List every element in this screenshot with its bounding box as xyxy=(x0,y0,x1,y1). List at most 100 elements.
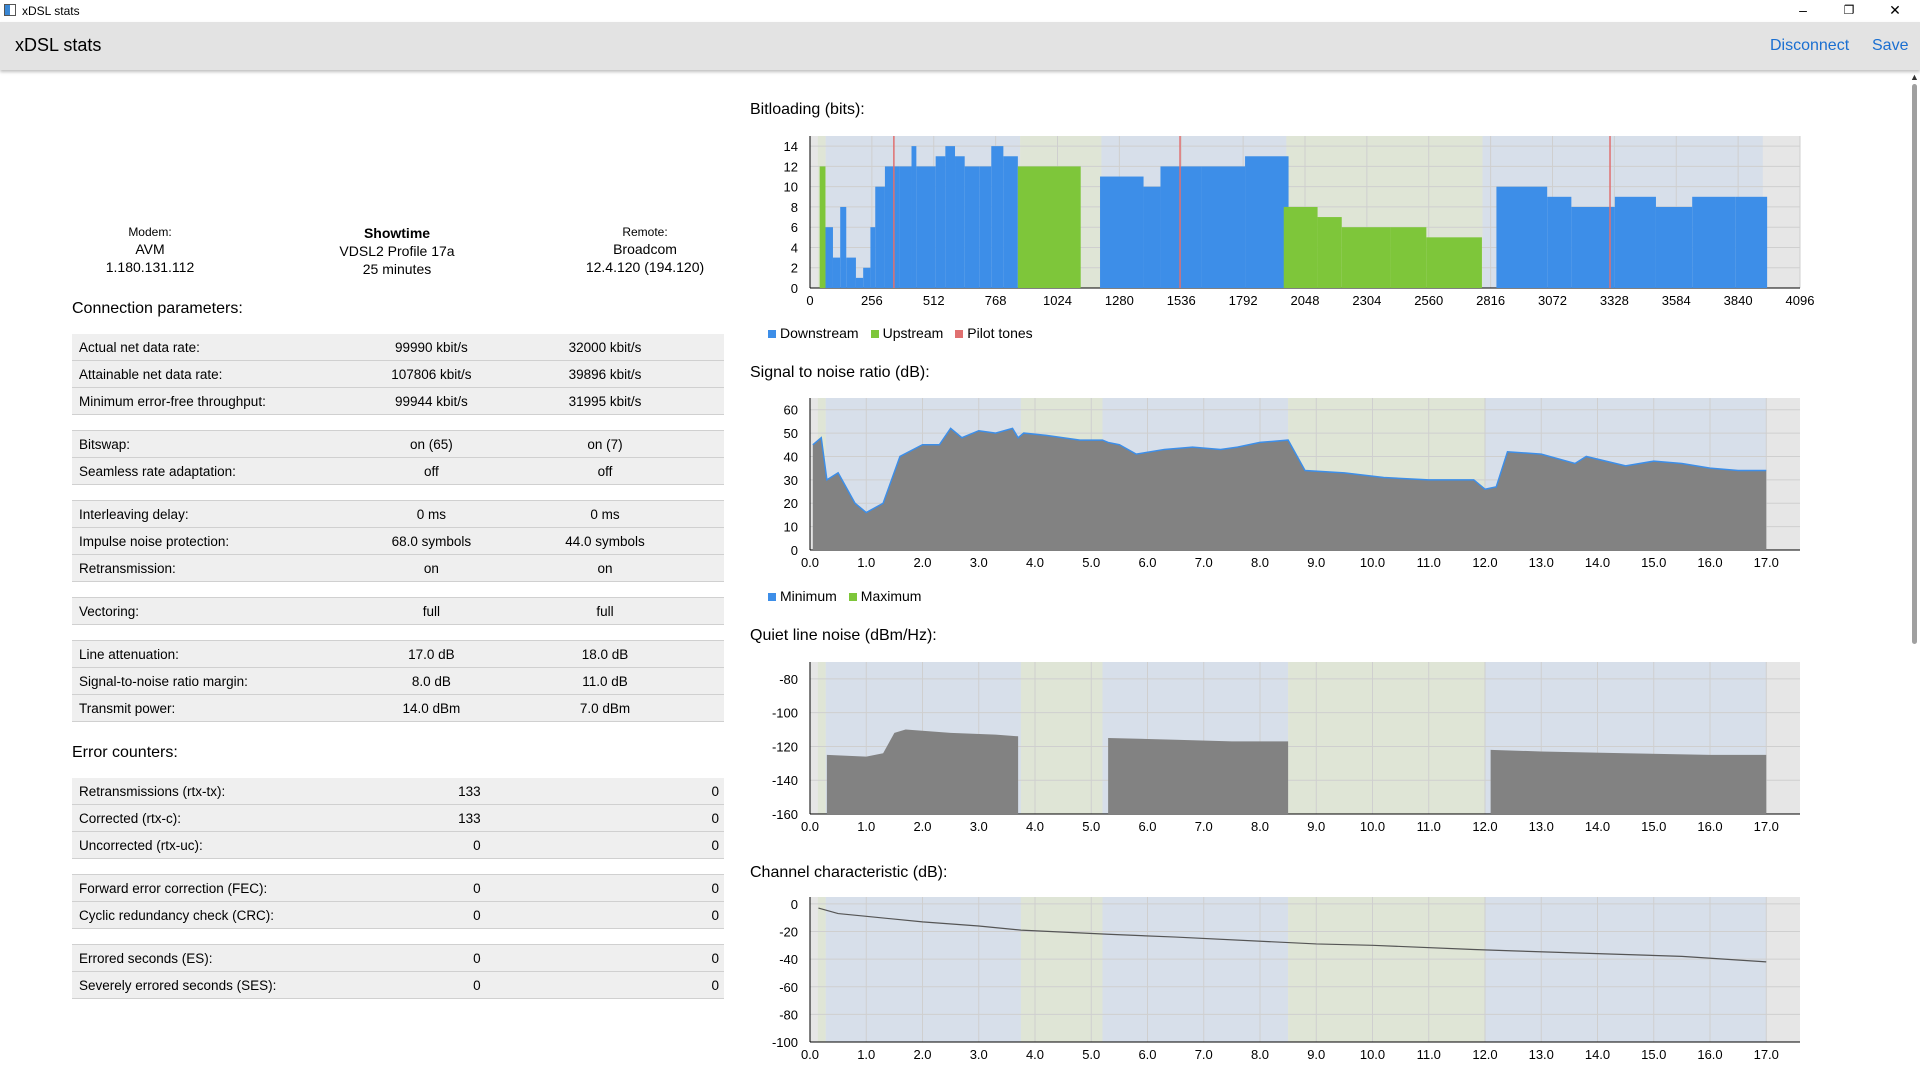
x-tick-label: 15.0 xyxy=(1641,819,1666,834)
x-tick-label: 11.0 xyxy=(1417,555,1441,570)
downstream-bar xyxy=(1571,206,1615,288)
y-tick-label: -160 xyxy=(772,807,798,822)
row-label: Impulse noise protection: xyxy=(72,527,377,555)
x-tick-label: 14.0 xyxy=(1585,819,1610,834)
y-tick-label: 8 xyxy=(791,200,798,215)
uptime-label: 25 minutes xyxy=(362,261,432,277)
upstream-value: 0 ms xyxy=(486,500,724,528)
upstream-value: 0 xyxy=(485,778,724,805)
upstream-value: 0 xyxy=(485,901,724,929)
x-tick-label: 10.0 xyxy=(1360,1047,1385,1062)
upstream-value: 31995 kbit/s xyxy=(486,387,724,415)
y-tick-label: 50 xyxy=(784,426,798,441)
table-row: Corrected (rtx-c): 133 0 xyxy=(72,804,724,832)
error-counters-table: Retransmissions (rtx-tx): 133 0 Corrected (… xyxy=(72,778,724,999)
legend-swatch xyxy=(768,330,776,338)
bitloading-chart: 0 256 512 768 1024 1280 1536 1792 2048 2304 2560 28… xyxy=(784,136,1814,308)
downstream-bar xyxy=(911,146,917,288)
legend-item: Maximum xyxy=(848,588,921,604)
downstream-bar xyxy=(875,186,885,288)
upstream-value: 39896 kbit/s xyxy=(486,360,724,388)
x-tick-label: 3072 xyxy=(1538,293,1567,308)
x-tick-label: 6.0 xyxy=(1138,819,1156,834)
table-row: Transmit power: 14.0 dBm 7.0 dBm xyxy=(72,694,724,722)
table-row: Actual net data rate: 99990 kbit/s 32000 k… xyxy=(72,334,724,361)
legend-item: Pilot tones xyxy=(955,325,1033,341)
upstream-value: 0 xyxy=(485,874,724,902)
x-tick-label: 2.0 xyxy=(913,555,931,570)
snr-title: Signal to noise ratio (dB): xyxy=(750,364,930,381)
downstream-value: 8.0 dB xyxy=(376,667,487,695)
row-separator xyxy=(72,858,724,875)
x-tick-label: 8.0 xyxy=(1251,819,1269,834)
upstream-bar xyxy=(1283,206,1318,288)
y-tick-label: -20 xyxy=(779,925,798,940)
x-tick-label: 5.0 xyxy=(1082,1047,1100,1062)
series-area xyxy=(812,428,1767,550)
table-row: Retransmission: on on xyxy=(72,554,724,582)
downstream-bar xyxy=(991,146,1004,288)
downstream-bar xyxy=(1496,186,1548,288)
x-tick-label: 17.0 xyxy=(1754,555,1779,570)
scroll-up-icon[interactable]: ▲ xyxy=(1910,72,1919,82)
x-tick-label: 3.0 xyxy=(970,1047,988,1062)
series-area xyxy=(1490,749,1767,814)
vertical-scrollbar[interactable]: ▲ xyxy=(1908,72,1920,1080)
x-tick-label: 3840 xyxy=(1724,293,1753,308)
x-tick-label: 5.0 xyxy=(1082,819,1100,834)
series-area xyxy=(1108,738,1289,814)
downstream-bar xyxy=(935,156,946,288)
x-tick-label: 0.0 xyxy=(801,555,819,570)
downstream-value: 107806 kbit/s xyxy=(376,360,487,388)
downstream-bar xyxy=(825,227,833,288)
x-tick-label: 1024 xyxy=(1043,293,1072,308)
y-tick-label: -140 xyxy=(772,773,798,788)
modem-info: Modem: AVM 1.180.131.112 xyxy=(40,224,260,276)
close-button[interactable]: ✕ xyxy=(1889,2,1901,18)
table-row: Interleaving delay: 0 ms 0 ms xyxy=(72,500,724,528)
minimize-button[interactable]: – xyxy=(1799,2,1807,18)
y-tick-label: 20 xyxy=(784,496,798,511)
x-tick-label: 15.0 xyxy=(1641,1047,1666,1062)
snr-legend: Minimum Maximum xyxy=(768,588,933,604)
table-row: Errored seconds (ES): 0 0 xyxy=(72,944,724,972)
x-tick-label: 2304 xyxy=(1352,293,1381,308)
save-button[interactable]: Save xyxy=(1872,37,1909,54)
downstream-band xyxy=(1485,897,1767,1042)
row-label: Cyclic redundancy check (CRC): xyxy=(72,901,374,929)
x-tick-label: 15.0 xyxy=(1641,555,1666,570)
downstream-value: 99944 kbit/s xyxy=(376,387,487,415)
downstream-bar xyxy=(870,227,876,288)
legend-label: Upstream xyxy=(882,325,944,341)
x-tick-label: 10.0 xyxy=(1360,819,1385,834)
downstream-bar xyxy=(846,257,856,288)
upstream-bar xyxy=(1017,166,1081,288)
downstream-bar xyxy=(1003,156,1018,288)
x-tick-label: 6.0 xyxy=(1138,555,1156,570)
x-tick-label: 12.0 xyxy=(1472,555,1497,570)
upstream-band xyxy=(817,897,826,1042)
x-tick-label: 12.0 xyxy=(1472,819,1497,834)
downstream-bar xyxy=(1160,166,1202,288)
disconnect-button[interactable]: Disconnect xyxy=(1770,37,1850,54)
x-tick-label: 13.0 xyxy=(1529,819,1554,834)
remote-info: Remote: Broadcom 12.4.120 (194.120) xyxy=(535,224,755,276)
upstream-band xyxy=(1020,897,1103,1042)
restore-button[interactable]: ❐ xyxy=(1843,3,1855,17)
row-label: Attainable net data rate: xyxy=(72,360,377,388)
row-label: Line attenuation: xyxy=(72,640,377,668)
row-separator xyxy=(72,581,724,598)
x-tick-label: 768 xyxy=(985,293,1007,308)
upstream-value: 11.0 dB xyxy=(486,667,724,695)
y-tick-label: 2 xyxy=(791,261,798,276)
x-tick-label: 1.0 xyxy=(857,1047,875,1062)
channel-characteristic-line xyxy=(818,907,1767,963)
y-tick-label: -80 xyxy=(779,1007,798,1022)
x-tick-label: 0.0 xyxy=(801,1047,819,1062)
scrollbar-thumb[interactable] xyxy=(1912,84,1917,644)
row-label: Uncorrected (rtx-uc): xyxy=(72,831,374,859)
profile-label: VDSL2 Profile 17a xyxy=(339,243,455,259)
connection-parameters-table: Actual net data rate: 99990 kbit/s 32000 k… xyxy=(72,334,724,722)
downstream-value: 0 xyxy=(373,971,486,999)
connection-parameters-title: Connection parameters: xyxy=(72,300,243,317)
